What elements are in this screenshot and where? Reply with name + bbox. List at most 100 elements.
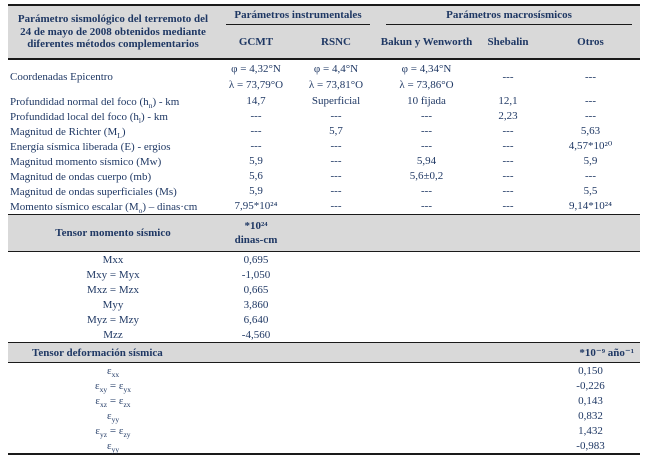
seismology-parameters-table: Parámetro sismológico del terremoto del … xyxy=(8,4,640,455)
strain-component-label: εxy = εyx xyxy=(95,379,131,394)
tensor-component-value: 3,860 xyxy=(243,298,269,311)
table-row-surface-waves: Magnitud de ondas superficiales (Ms) 5,9… xyxy=(8,184,640,199)
table-row-myy: Myy 3,860 xyxy=(8,297,640,312)
strain-component-value: 0,143 xyxy=(578,394,603,407)
value-cell: 5,6±0,2 xyxy=(409,170,444,182)
lambda-value: λ = 73,79°O xyxy=(228,79,284,91)
value-cell: --- xyxy=(250,125,262,137)
strain-component-label: εyy xyxy=(106,439,120,454)
table-row-energy: Energía sísmica liberada (E) - ergios --… xyxy=(8,139,640,154)
value-cell: --- xyxy=(585,170,596,182)
phi-value: φ = 4,34°N xyxy=(401,63,452,75)
tensor-component-value: 6,640 xyxy=(243,313,269,326)
value-cell: --- xyxy=(250,110,262,122)
value-cell: --- xyxy=(330,185,342,197)
table-row-eyz: εyz = εzy 1,432 xyxy=(8,423,640,438)
tensor-component-value: 0,695 xyxy=(243,253,269,266)
value-cell: --- xyxy=(502,185,514,197)
value-cell: --- xyxy=(502,200,514,212)
strain-component-value: -0,226 xyxy=(576,379,605,392)
value-cell: 14,7 xyxy=(246,95,266,107)
table-row-coordinates: Coordenadas Epicentro φ = 4,32°N λ = 73,… xyxy=(8,60,640,94)
value-cell: --- xyxy=(421,125,432,137)
strain-tensor-rows: εxx 0,150 εxy = εyx -0,226 εxz = εzx 0,1… xyxy=(8,363,640,453)
row-label: Magnitud momento sísmico (Mw) xyxy=(10,155,162,168)
value-cell: --- xyxy=(502,155,514,167)
value-cell: --- xyxy=(421,185,432,197)
value-cell: 5,5 xyxy=(583,185,598,197)
strain-component-value: 1,432 xyxy=(578,424,603,437)
coords-rsnc: φ = 4,4°N λ = 73,81°O xyxy=(294,61,378,93)
group-instrumental: Parámetros instrumentales xyxy=(218,6,378,26)
table-row-scalar-moment: Momento sísmico escalar (Mo) – dinas·cm … xyxy=(8,199,640,214)
column-header-gcmt: GCMT xyxy=(238,36,274,48)
column-header-otros: Otros xyxy=(577,36,604,48)
table-row-depth-local: Profundidad local del foco (hl) - km ---… xyxy=(8,109,640,124)
header-right: Parámetros instrumentales Parámetros mac… xyxy=(218,6,640,58)
tensor-component-label: Mzz xyxy=(103,328,123,341)
strain-component-value: 0,150 xyxy=(578,364,603,377)
table-row-exx: εxx 0,150 xyxy=(8,363,640,378)
value-cell: --- xyxy=(330,140,342,152)
value-cell: --- xyxy=(421,110,432,122)
row-label: Magnitud de ondas cuerpo (mb) xyxy=(10,170,152,183)
row-label: Energía sísmica liberada (E) - ergios xyxy=(10,140,171,153)
row-label: Magnitud de Richter (ML) xyxy=(10,125,126,140)
group-macroseismic: Parámetros macrosísmicos xyxy=(378,6,640,26)
value-cell: --- xyxy=(330,110,342,122)
tensor-component-value: -1,050 xyxy=(241,268,271,281)
value-cell: 5,7 xyxy=(329,125,343,137)
value-cell: --- xyxy=(421,140,432,152)
table-row-moment-magnitude: Magnitud momento sísmico (Mw) 5,9 --- 5,… xyxy=(8,154,640,169)
moment-tensor-title: Tensor momento sísmico xyxy=(55,227,171,239)
header-main-title: Parámetro sismológico del terremoto del … xyxy=(17,13,209,51)
table-row-exz: εxz = εzx 0,143 xyxy=(8,393,640,408)
table-row-mzz: Mzz -4,560 xyxy=(8,327,640,342)
strain-tensor-header: Tensor deformación sísmica *10⁻⁹ año⁻¹ xyxy=(8,342,640,363)
table-row-body-waves: Magnitud de ondas cuerpo (mb) 5,6 --- 5,… xyxy=(8,169,640,184)
table-row-mxz: Mxz = Mzx 0,665 xyxy=(8,282,640,297)
value-cell: --- xyxy=(585,110,596,122)
lambda-value: λ = 73,81°O xyxy=(308,79,364,91)
row-label: Profundidad normal del foco (hn) - km xyxy=(10,95,180,110)
tensor-component-label: Mxx xyxy=(102,253,124,266)
moment-tensor-header: Tensor momento sísmico *10²⁴ dinas-cm xyxy=(8,214,640,252)
value-cell: --- xyxy=(330,200,342,212)
column-header-bakun: Bakun y Wenworth xyxy=(380,36,473,48)
tensor-component-label: Myz = Mzy xyxy=(86,313,140,326)
value-cell: --- xyxy=(421,200,432,212)
value-cell: 9,14*10²⁴ xyxy=(569,200,612,212)
table-row-mxx: Mxx 0,695 xyxy=(8,252,640,267)
strain-component-value: 0,832 xyxy=(578,409,603,422)
strain-tensor-unit: *10⁻⁹ año⁻¹ xyxy=(579,347,634,359)
value-cell: 5,6 xyxy=(249,170,263,182)
tensor-component-value: -4,560 xyxy=(241,328,271,341)
value-cell: 5,9 xyxy=(249,185,263,197)
phi-value: φ = 4,4°N xyxy=(313,63,359,75)
value-cell: 7,95*10²⁴ xyxy=(234,200,278,212)
row-label: Profundidad local del foco (hl) - km xyxy=(10,110,168,125)
header-columns: GCMT RSNC Bakun y Wenworth Shebalin Otro… xyxy=(218,26,640,58)
strain-component-label: εxx xyxy=(106,364,120,379)
coords-otros: --- xyxy=(585,70,596,83)
value-cell: 5,9 xyxy=(583,155,598,167)
value-cell: Superficial xyxy=(311,95,361,107)
value-cell: --- xyxy=(250,140,262,152)
table-row-ezz: εyy -0,983 xyxy=(8,438,640,453)
moment-tensor-unit: *10²⁴ dinas-cm xyxy=(234,220,278,246)
phi-value: φ = 4,32°N xyxy=(231,63,281,75)
table-row-mxy: Mxy = Myx -1,050 xyxy=(8,267,640,282)
table-row-exy: εxy = εyx -0,226 xyxy=(8,378,640,393)
value-cell: --- xyxy=(502,125,514,137)
value-cell: 12,1 xyxy=(498,95,518,107)
tensor-component-value: 0,665 xyxy=(243,283,269,296)
strain-component-label: εyy xyxy=(106,409,120,424)
value-cell: 10 fijada xyxy=(407,95,446,107)
value-cell: 5,94 xyxy=(416,155,437,167)
value-cell: --- xyxy=(330,155,342,167)
table-header: Parámetro sismológico del terremoto del … xyxy=(8,4,640,60)
tensor-component-label: Mxz = Mzx xyxy=(86,283,140,296)
value-cell: 2,23 xyxy=(498,110,518,122)
coords-gcmt: φ = 4,32°N λ = 73,79°O xyxy=(218,61,294,93)
